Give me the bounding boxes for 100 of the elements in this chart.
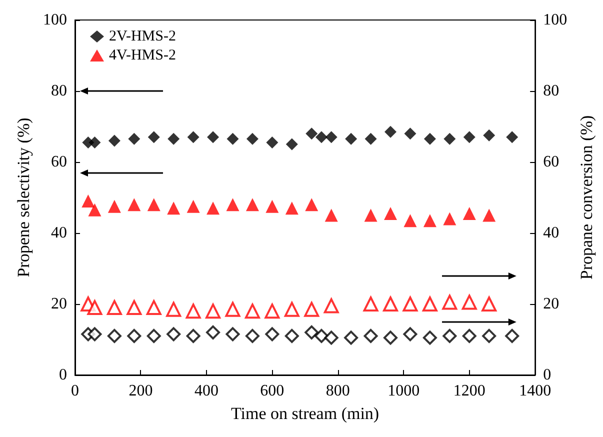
point bbox=[286, 138, 298, 150]
y2-tick-label: 100 bbox=[543, 12, 568, 28]
x-axis-title: Time on stream (min) bbox=[230, 404, 380, 423]
x-tick-label: 0 bbox=[71, 382, 79, 400]
point bbox=[186, 328, 200, 343]
point bbox=[206, 304, 221, 319]
point bbox=[266, 200, 279, 213]
point bbox=[106, 300, 122, 316]
point bbox=[404, 214, 417, 228]
point bbox=[128, 132, 140, 145]
point bbox=[265, 327, 280, 342]
x-tick-label: 200 bbox=[128, 382, 153, 400]
y-tick-label: 40 bbox=[51, 224, 67, 242]
point bbox=[206, 325, 220, 340]
y-axis-title: Propene selectivity (%) bbox=[14, 118, 34, 278]
point bbox=[88, 203, 102, 216]
point bbox=[146, 300, 162, 316]
point bbox=[325, 131, 338, 144]
point bbox=[226, 132, 239, 145]
y2-tick-label: 0 bbox=[543, 366, 552, 384]
y2-tick-label: 80 bbox=[543, 82, 560, 100]
point bbox=[384, 206, 397, 220]
point bbox=[505, 328, 520, 343]
point bbox=[424, 132, 436, 145]
point bbox=[168, 132, 180, 145]
point bbox=[226, 198, 240, 212]
point bbox=[462, 206, 476, 220]
point bbox=[226, 327, 240, 342]
point bbox=[284, 328, 299, 343]
point bbox=[82, 194, 95, 208]
point bbox=[246, 198, 259, 212]
point bbox=[304, 325, 319, 340]
point bbox=[364, 132, 377, 145]
point bbox=[384, 126, 396, 138]
y-tick-label: 0 bbox=[59, 366, 67, 384]
point bbox=[482, 208, 496, 222]
point bbox=[422, 296, 438, 312]
point bbox=[186, 200, 200, 213]
y-tick-label: 20 bbox=[51, 296, 67, 312]
point bbox=[345, 132, 358, 145]
point bbox=[167, 202, 180, 215]
point bbox=[462, 328, 476, 343]
point bbox=[443, 212, 456, 226]
point bbox=[147, 198, 160, 212]
point bbox=[127, 328, 142, 343]
point bbox=[423, 214, 436, 228]
point bbox=[463, 131, 476, 144]
point bbox=[344, 330, 358, 345]
y-tick-label: 80 bbox=[51, 82, 67, 100]
point bbox=[206, 202, 220, 215]
y2-tick-label: 60 bbox=[543, 154, 560, 170]
point bbox=[244, 304, 260, 319]
point bbox=[324, 330, 338, 345]
point bbox=[482, 328, 496, 343]
point bbox=[304, 302, 320, 317]
point bbox=[422, 330, 437, 345]
point bbox=[225, 302, 240, 317]
point bbox=[126, 300, 142, 316]
point bbox=[315, 131, 328, 144]
point bbox=[462, 294, 477, 310]
x-tick-label: 600 bbox=[260, 382, 284, 400]
x-tick-label: 800 bbox=[326, 382, 350, 400]
legend-label: 4V-HMS-2 bbox=[109, 48, 176, 64]
point bbox=[186, 304, 201, 319]
point bbox=[364, 328, 378, 343]
point bbox=[382, 296, 398, 312]
point bbox=[107, 328, 122, 343]
point bbox=[305, 198, 318, 212]
point bbox=[506, 131, 518, 144]
point bbox=[402, 296, 418, 312]
y-tick-label: 60 bbox=[51, 154, 67, 170]
x-tick-label: 1400 bbox=[519, 382, 552, 400]
point bbox=[87, 300, 102, 316]
point bbox=[166, 327, 181, 342]
point bbox=[166, 302, 182, 317]
point bbox=[314, 328, 328, 343]
legend-label: 2V-HMS-2 bbox=[109, 28, 176, 44]
point bbox=[146, 328, 161, 343]
point bbox=[266, 136, 278, 148]
point bbox=[246, 132, 258, 145]
x-tick-label: 400 bbox=[194, 382, 218, 400]
y-tick-label: 100 bbox=[43, 12, 67, 28]
point bbox=[442, 294, 458, 310]
point bbox=[364, 208, 378, 222]
point bbox=[482, 296, 497, 312]
point bbox=[108, 200, 121, 213]
point bbox=[264, 304, 280, 319]
point bbox=[128, 198, 141, 212]
point bbox=[324, 298, 339, 314]
point bbox=[404, 128, 416, 140]
point bbox=[324, 208, 338, 222]
point bbox=[88, 327, 102, 342]
point bbox=[403, 327, 418, 342]
y2-tick-label: 40 bbox=[543, 224, 560, 242]
point bbox=[483, 129, 496, 142]
point bbox=[148, 131, 160, 144]
point bbox=[285, 202, 298, 215]
point bbox=[383, 330, 398, 345]
point bbox=[284, 302, 300, 317]
point bbox=[108, 134, 120, 147]
